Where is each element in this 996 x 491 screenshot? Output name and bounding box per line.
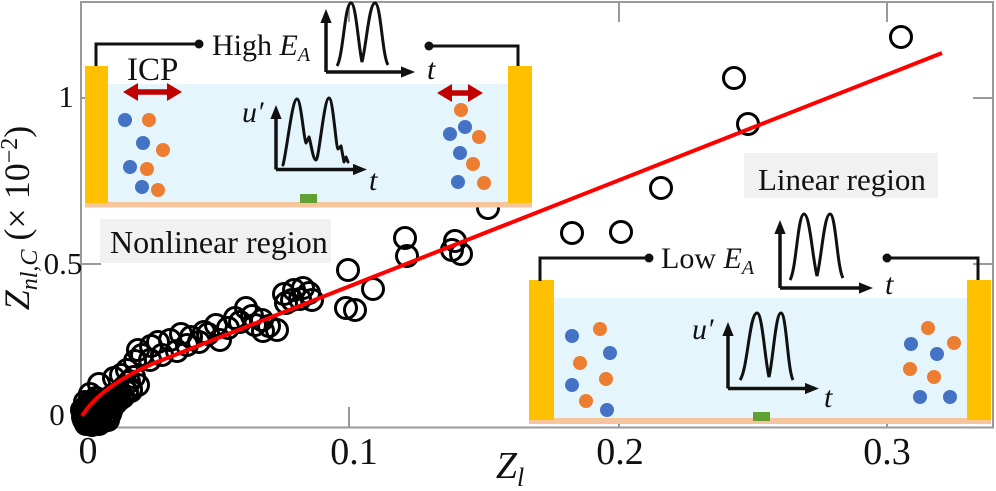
svg-text:High EA: High EA [212,29,311,66]
svg-text:t: t [427,53,436,86]
svg-text:Linear region: Linear region [758,162,926,197]
svg-text:u′: u′ [692,313,714,346]
svg-text:t: t [824,381,833,414]
svg-text:Low EA: Low EA [661,242,755,279]
svg-text:0.1: 0.1 [330,431,378,473]
svg-text:Znl,C (× 10−2): Znl,C (× 10−2) [0,126,43,311]
svg-text:0.5: 0.5 [44,246,83,281]
svg-text:Nonlinear region: Nonlinear region [110,224,328,260]
svg-text:1: 1 [58,79,74,114]
svg-text:ICP: ICP [127,52,178,88]
svg-text:t: t [885,268,894,301]
svg-text:0.3: 0.3 [863,431,911,473]
svg-text:0.2: 0.2 [596,431,644,473]
svg-text:0: 0 [49,397,65,432]
svg-text:u′: u′ [242,96,264,129]
svg-text:t: t [369,164,378,197]
svg-text:0: 0 [79,430,98,472]
